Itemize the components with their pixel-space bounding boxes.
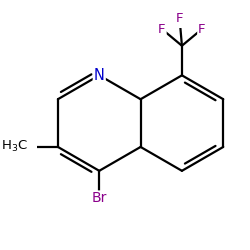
Text: F: F xyxy=(158,22,166,36)
Text: H$_3$C: H$_3$C xyxy=(2,140,28,154)
Text: Br: Br xyxy=(92,192,107,205)
Text: N: N xyxy=(94,68,105,83)
Text: F: F xyxy=(176,12,183,24)
Text: F: F xyxy=(198,22,206,36)
